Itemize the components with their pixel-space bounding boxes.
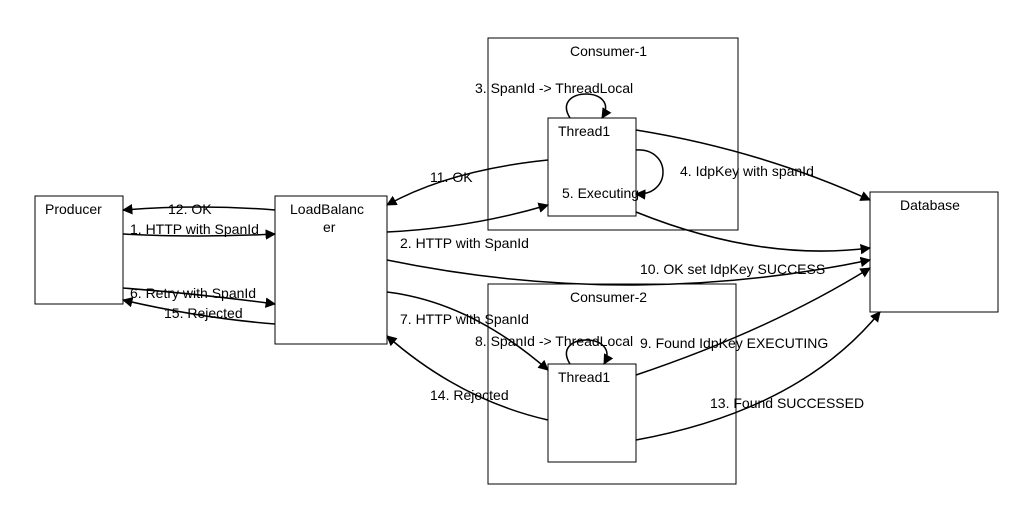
node-producer: Producer — [35, 196, 123, 304]
edge-label-e15: 15. Rejected — [164, 305, 243, 321]
node-thread1-c2: Thread1 — [548, 364, 636, 462]
edge-label-e10: 10. OK set IdpKey SUCCESS — [640, 261, 825, 277]
edge-label-e7: 7. HTTP with SpanId — [400, 311, 529, 327]
node-database: Database — [870, 192, 998, 312]
edge-label-e12: 12. OK — [168, 201, 212, 217]
edge-label-e13: 13. Found SUCCESSED — [710, 395, 864, 411]
edge-label-e14: 14. Rejected — [430, 387, 509, 403]
edge-label-e4: 4. IdpKey with spanId — [680, 163, 814, 179]
edge-label-e1: 1. HTTP with SpanId — [130, 221, 259, 237]
label-database: Database — [900, 197, 960, 213]
label-thread1-c2: Thread1 — [558, 369, 610, 385]
node-thread1-c1: Thread1 — [548, 118, 636, 216]
node-loadbalancer: LoadBalanc er — [275, 196, 387, 344]
diagram-canvas: Producer LoadBalanc er Consumer-1 Thread… — [0, 0, 1033, 513]
edge-label-e8: 8. SpanId -> ThreadLocal — [475, 333, 633, 349]
label-loadbalancer-1: LoadBalanc — [290, 201, 364, 217]
label-thread1-c1: Thread1 — [558, 123, 610, 139]
edge-label-e5: 5. Executing — [562, 185, 639, 201]
edge-label-e11: 11. OK — [430, 169, 473, 185]
label-loadbalancer-2: er — [323, 219, 336, 235]
label-consumer1: Consumer-1 — [570, 43, 647, 59]
label-consumer2: Consumer-2 — [570, 289, 647, 305]
edge-label-e6: 6. Retry with SpanId — [130, 285, 256, 301]
edge-label-e9: 9. Found IdpKey EXECUTING — [640, 335, 828, 351]
label-producer: Producer — [45, 201, 102, 217]
edge-label-e2: 2. HTTP with SpanId — [400, 235, 529, 251]
edge-label-e3: 3. SpanId -> ThreadLocal — [475, 80, 633, 96]
